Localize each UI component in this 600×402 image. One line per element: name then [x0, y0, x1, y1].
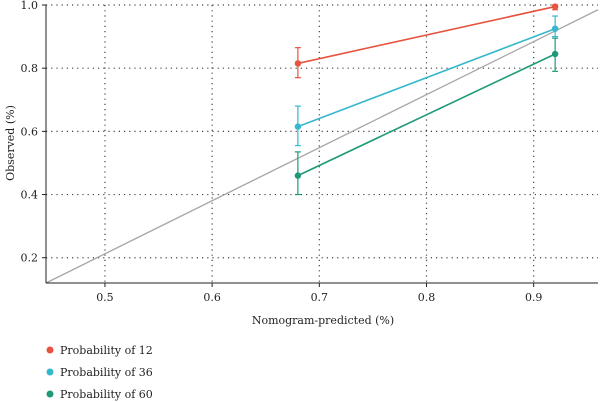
- series-line-1: [297, 27, 556, 128]
- legend-marker-36: [46, 368, 54, 376]
- series-1: [294, 15, 559, 147]
- series-0: [294, 3, 559, 79]
- legend-label-60: Probability of 60: [60, 388, 153, 401]
- legend-item-60: Probability of 60: [46, 388, 153, 401]
- tick-labels: 0.5 0.6 0.7 0.8 0.9 0.2 0.4 0.6 0.8 1.0: [21, 0, 543, 304]
- data-point-1-0: [294, 123, 302, 130]
- x-tick-label-0: 0.5: [96, 291, 114, 304]
- data-point-2-0: [294, 172, 302, 179]
- legend-marker-12: [46, 346, 54, 354]
- series-2: [294, 37, 559, 196]
- x-tick-label-3: 0.8: [418, 291, 436, 304]
- x-tick-label-4: 0.9: [525, 291, 543, 304]
- legend-label-12: Probability of 12: [60, 344, 153, 357]
- legend: Probability of 12 Probability of 36 Prob…: [46, 344, 153, 401]
- data-point-1-1: [551, 25, 559, 32]
- y-tick-label-1: 0.4: [21, 189, 39, 202]
- data-point-0-0: [294, 60, 302, 67]
- ideal-reference-line: [45, 9, 599, 284]
- series-line-2: [297, 53, 556, 177]
- legend-item-36: Probability of 36: [46, 366, 153, 379]
- y-axis-title: Observed (%): [4, 105, 17, 181]
- data-point-2-1: [551, 50, 559, 58]
- x-axis-title: Nomogram-predicted (%): [252, 314, 394, 327]
- y-tick-label-2: 0.6: [21, 125, 39, 138]
- legend-marker-60: [46, 390, 54, 398]
- grid-lines: [46, 4, 598, 283]
- y-tick-label-3: 0.8: [21, 62, 39, 75]
- y-tick-label-0: 0.2: [21, 252, 39, 265]
- x-tick-label-1: 0.6: [203, 291, 221, 304]
- series-group: [294, 3, 559, 196]
- data-point-0-1: [551, 3, 559, 10]
- y-tick-label-4: 1.0: [21, 0, 39, 12]
- x-tick-label-2: 0.7: [311, 291, 329, 304]
- series-line-0: [297, 5, 556, 65]
- legend-item-12: Probability of 12: [46, 344, 153, 357]
- legend-label-36: Probability of 36: [60, 366, 153, 379]
- reference-diagonal: [45, 9, 599, 284]
- axes: [42, 4, 598, 287]
